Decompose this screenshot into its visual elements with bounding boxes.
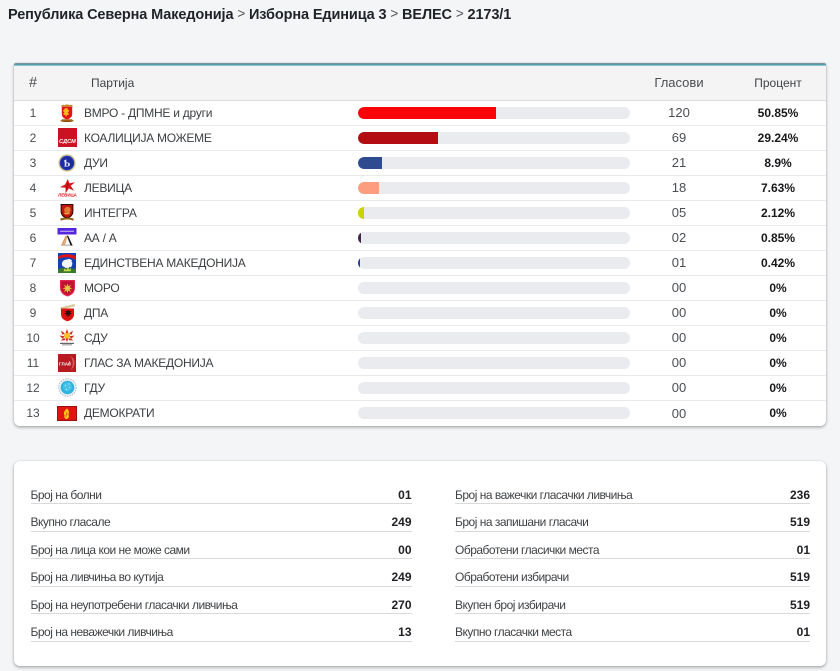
svg-text:Ƅ: Ƅ [64,158,71,169]
svg-text:ЛЕВИЦА: ЛЕВИЦА [58,192,77,196]
svg-text:СДСМ: СДСМ [59,139,76,145]
svg-text:ГЛАС: ГЛАС [59,361,72,366]
